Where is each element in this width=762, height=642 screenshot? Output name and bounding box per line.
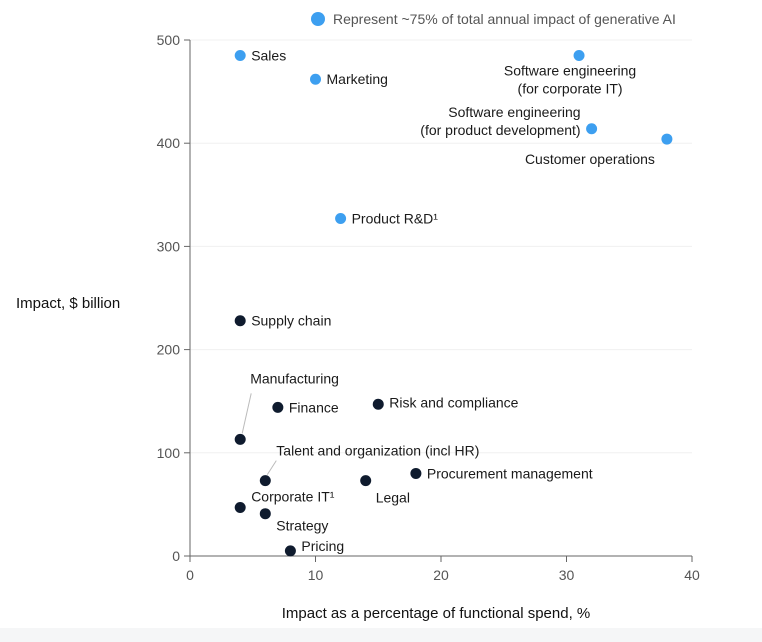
data-label-line: Risk and compliance — [389, 394, 518, 410]
data-label: Sales — [251, 47, 286, 63]
leader-line — [266, 460, 277, 475]
data-label-line: Product R&D¹ — [352, 211, 439, 227]
data-label: Legal — [376, 490, 410, 506]
legend-label: Represent ~75% of total annual impact of… — [333, 11, 676, 27]
data-label-line: Supply chain — [251, 313, 331, 329]
data-label-line: Manufacturing — [250, 370, 339, 386]
data-label-line: Sales — [251, 47, 286, 63]
x-tick-label: 10 — [308, 567, 324, 583]
data-label-line: (for corporate IT) — [518, 80, 623, 96]
data-label: Manufacturing — [250, 370, 339, 386]
data-point — [410, 467, 422, 479]
data-label-line: Marketing — [327, 71, 388, 87]
data-point — [234, 433, 246, 445]
data-point — [310, 73, 321, 85]
data-label: Pricing — [301, 538, 344, 554]
data-point — [284, 545, 296, 557]
data-label-line: Talent and organization (incl HR) — [276, 443, 479, 459]
x-axis-ticks: 0 10 20 30 40 — [186, 556, 700, 583]
y-axis-ticks: 0 100 200 300 400 500 — [157, 32, 190, 564]
data-label-line: Software engineering — [504, 62, 636, 78]
y-tick-label: 400 — [157, 135, 181, 151]
bottom-band — [0, 628, 762, 642]
legend-marker — [311, 12, 325, 26]
y-tick-label: 500 — [157, 32, 181, 48]
y-tick-label: 200 — [157, 342, 181, 358]
data-label-line: Corporate IT¹ — [251, 488, 335, 504]
y-tick-label: 300 — [157, 238, 181, 254]
data-point — [259, 475, 271, 487]
x-axis-title: Impact as a percentage of functional spe… — [282, 605, 591, 622]
label-leader-lines — [241, 393, 277, 475]
x-tick-label: 40 — [684, 567, 700, 583]
data-label: Marketing — [327, 71, 388, 87]
data-point — [586, 123, 598, 135]
data-point — [259, 508, 271, 520]
data-label-line: (for product development) — [420, 122, 580, 138]
data-points — [234, 49, 673, 557]
data-point — [234, 49, 246, 61]
data-label: Supply chain — [251, 313, 331, 329]
data-label-line: Pricing — [301, 538, 344, 554]
data-point — [360, 475, 372, 487]
data-label: Risk and compliance — [389, 394, 518, 410]
legend: Represent ~75% of total annual impact of… — [311, 11, 676, 27]
data-label-line: Software engineering — [448, 104, 580, 120]
data-point — [234, 501, 246, 513]
data-label: Finance — [289, 399, 339, 415]
data-label: Software engineering (for product develop… — [420, 104, 580, 138]
data-label: Customer operations — [525, 151, 655, 167]
data-label: Software engineering (for corporate IT) — [504, 62, 636, 96]
data-label-line: Customer operations — [525, 151, 655, 167]
data-label: Procurement management — [427, 465, 593, 481]
leader-line — [241, 393, 252, 434]
data-label-line: Procurement management — [427, 465, 593, 481]
data-point — [272, 401, 284, 413]
data-point — [372, 398, 384, 410]
data-label: Talent and organization (incl HR) — [276, 443, 479, 459]
data-label: Strategy — [276, 518, 328, 534]
y-axis-title: Impact, $ billion — [16, 295, 120, 312]
data-label-line: Finance — [289, 399, 339, 415]
y-tick-label: 0 — [172, 548, 180, 564]
data-label: Product R&D¹ — [352, 211, 439, 227]
x-tick-label: 0 — [186, 567, 194, 583]
data-labels: Sales Marketing Software engineering (for c… — [250, 47, 655, 553]
x-tick-label: 30 — [559, 567, 575, 583]
data-point — [661, 133, 673, 145]
data-point — [573, 49, 585, 61]
y-gridlines — [190, 39, 692, 454]
data-label: Corporate IT¹ — [251, 488, 335, 504]
x-tick-label: 20 — [433, 567, 449, 583]
data-label-line: Legal — [376, 490, 410, 506]
data-point — [335, 213, 347, 225]
data-point — [234, 315, 246, 327]
data-label-line: Strategy — [276, 518, 328, 534]
y-tick-label: 100 — [157, 445, 181, 461]
